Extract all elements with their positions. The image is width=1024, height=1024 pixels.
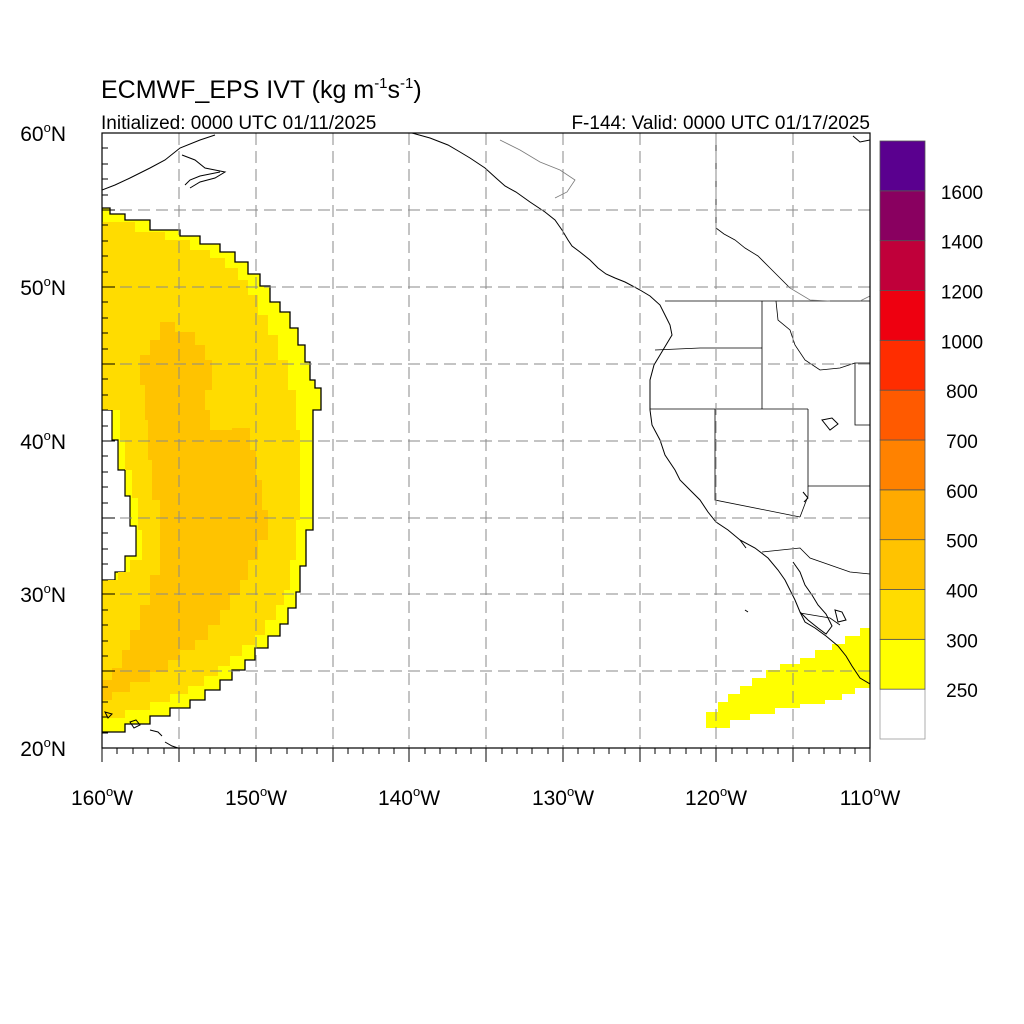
initialized-label: Initialized: 0000 UTC 01/11/2025	[101, 113, 376, 134]
svg-text:140oW: 140oW	[378, 784, 440, 810]
colorbar-swatch	[879, 489, 926, 541]
svg-text:30oN: 30oN	[20, 581, 66, 607]
colorbar-label: 800	[946, 382, 978, 403]
colorbar-label: 250	[946, 681, 978, 702]
colorbar-swatch	[879, 638, 926, 690]
svg-text:150oW: 150oW	[225, 784, 287, 810]
colorbar-label: 1200	[941, 283, 983, 304]
graticule	[102, 133, 870, 748]
svg-text:40oN: 40oN	[20, 428, 66, 454]
colorbar-swatch	[879, 389, 926, 441]
ivt-region-250-baja	[706, 628, 870, 728]
colorbar-label: 600	[946, 482, 978, 503]
svg-text:60oN: 60oN	[20, 120, 66, 146]
colorbar-swatch	[879, 339, 926, 391]
svg-text:160oW: 160oW	[71, 784, 133, 810]
map-panel: 60oN 50oN 40oN 30oN 20oN 160oW 150oW 140…	[20, 120, 900, 810]
svg-text:120oW: 120oW	[685, 784, 747, 810]
colorbar-swatch	[879, 190, 926, 242]
colorbar-swatch	[879, 589, 926, 640]
axis-ticks	[101, 132, 871, 762]
colorbar-label: 400	[946, 582, 978, 603]
longitude-labels: 160oW 150oW 140oW 130oW 120oW 110oW	[71, 784, 901, 810]
colorbar-swatch	[879, 688, 926, 740]
ivt-region-400	[102, 322, 268, 700]
province-boundaries	[499, 139, 870, 302]
colorbar-label: 1600	[941, 183, 983, 204]
colorbar-label: 700	[946, 432, 978, 453]
svg-text:130oW: 130oW	[532, 784, 594, 810]
svg-text:110oW: 110oW	[840, 784, 901, 810]
colorbar-swatch	[879, 140, 926, 192]
coastlines	[102, 133, 870, 748]
ivt-notch	[102, 409, 137, 581]
colorbar-swatch	[879, 539, 926, 590]
colorbar-swatch	[879, 439, 926, 491]
svg-text:50oN: 50oN	[20, 274, 66, 300]
colorbar-swatch	[879, 290, 926, 341]
ivt-colorbar: 250 300 400 500 600 700 800 1000 1200 1400 1600	[879, 140, 983, 740]
colorbar-label: 300	[946, 631, 978, 652]
colorbar-swatch	[879, 240, 926, 291]
colorbar-label: 500	[946, 532, 978, 553]
political-boundaries	[650, 133, 870, 626]
latitude-labels: 60oN 50oN 40oN 30oN 20oN	[20, 120, 66, 761]
colorbar-label: 1400	[941, 233, 983, 254]
svg-text:20oN: 20oN	[20, 735, 66, 761]
map-title: ECMWF_EPS IVT (kg m-1s-1)	[101, 75, 422, 104]
colorbar-label: 1000	[941, 332, 983, 353]
valid-label: F-144: Valid: 0000 UTC 01/17/2025	[571, 113, 870, 134]
